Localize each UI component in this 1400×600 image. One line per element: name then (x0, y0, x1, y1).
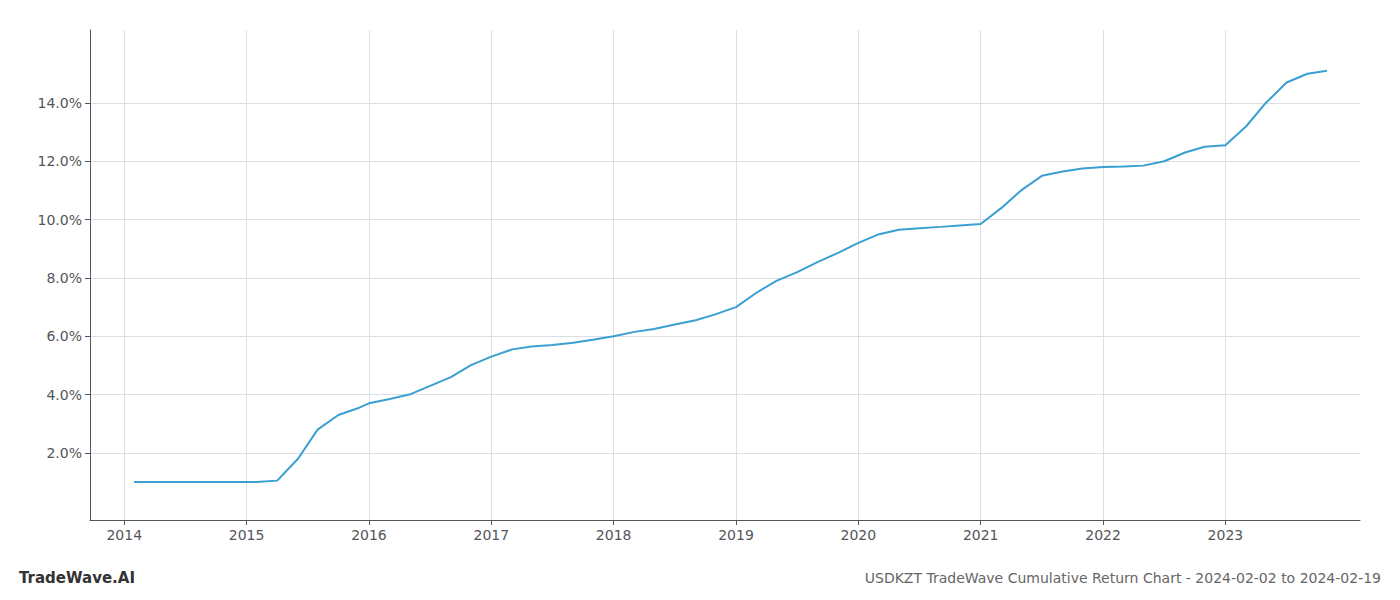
svg-text:4.0%: 4.0% (46, 387, 82, 403)
svg-text:14.0%: 14.0% (38, 95, 82, 111)
svg-text:8.0%: 8.0% (46, 270, 82, 286)
svg-text:6.0%: 6.0% (46, 328, 82, 344)
svg-text:12.0%: 12.0% (38, 153, 82, 169)
svg-text:2022: 2022 (1085, 527, 1121, 543)
svg-text:2017: 2017 (473, 527, 509, 543)
svg-text:2021: 2021 (963, 527, 999, 543)
svg-text:2019: 2019 (718, 527, 754, 543)
svg-text:2014: 2014 (106, 527, 142, 543)
svg-text:10.0%: 10.0% (38, 212, 82, 228)
svg-text:USDKZT TradeWave Cumulative Re: USDKZT TradeWave Cumulative Return Chart… (865, 570, 1381, 586)
svg-text:2018: 2018 (596, 527, 632, 543)
svg-text:TradeWave.AI: TradeWave.AI (19, 569, 135, 587)
svg-text:2016: 2016 (351, 527, 387, 543)
svg-text:2023: 2023 (1208, 527, 1244, 543)
svg-text:2020: 2020 (841, 527, 877, 543)
svg-text:2.0%: 2.0% (46, 445, 82, 461)
svg-text:2015: 2015 (229, 527, 265, 543)
